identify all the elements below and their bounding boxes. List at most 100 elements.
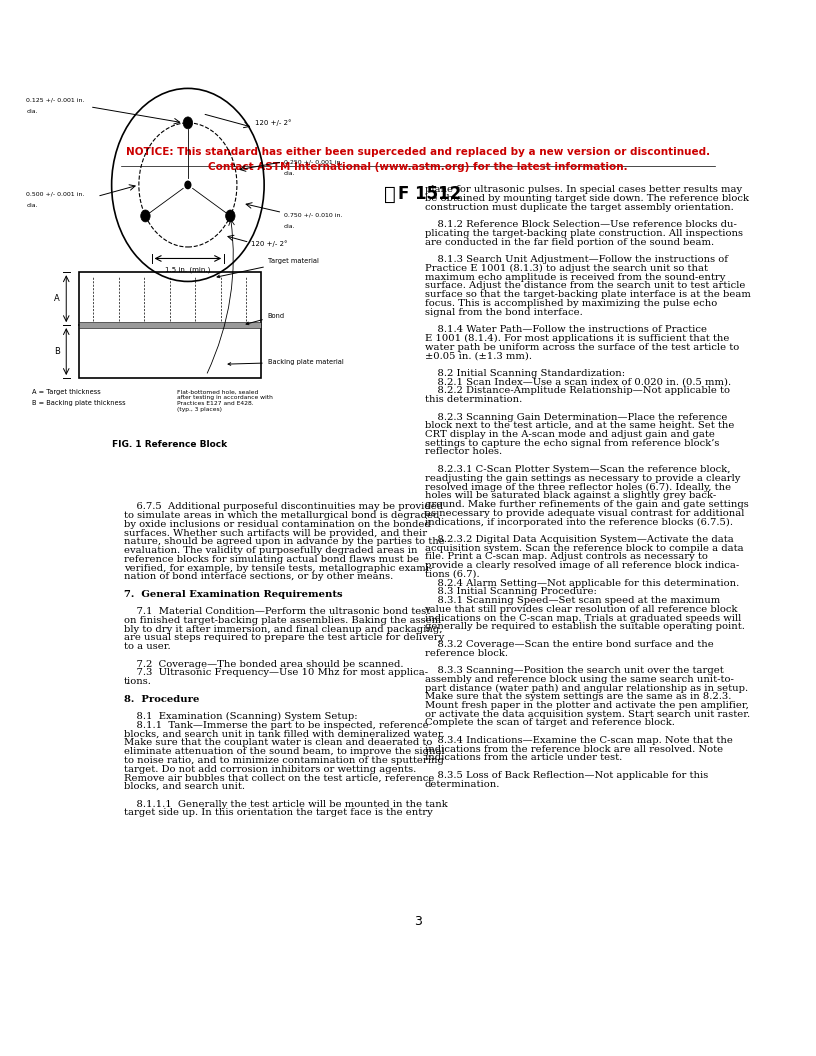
- Text: A = Target thickness: A = Target thickness: [32, 390, 100, 396]
- Text: Backing plate material: Backing plate material: [228, 359, 344, 365]
- Text: dia.: dia.: [26, 204, 38, 208]
- Text: 0.750 +/- 0.010 in.: 0.750 +/- 0.010 in.: [284, 212, 343, 218]
- Text: plicating the target-backing plate construction. All inspections: plicating the target-backing plate const…: [424, 229, 743, 238]
- Text: Bond: Bond: [246, 313, 285, 324]
- Text: be obtained by mounting target side down. The reference block: be obtained by mounting target side down…: [424, 194, 748, 203]
- Text: 8.1  Examination (Scanning) System Setup:: 8.1 Examination (Scanning) System Setup:: [124, 712, 357, 721]
- Text: settings to capture the echo signal from reference block’s: settings to capture the echo signal from…: [424, 438, 719, 448]
- Text: are conducted in the far field portion of the sound beam.: are conducted in the far field portion o…: [424, 238, 714, 247]
- Text: Practice E 1001 (8.1.3) to adjust the search unit so that: Practice E 1001 (8.1.3) to adjust the se…: [424, 264, 707, 274]
- Text: block next to the test article, and at the same height. Set the: block next to the test article, and at t…: [424, 421, 734, 430]
- Text: 0.250 +/- 0.001 in.: 0.250 +/- 0.001 in.: [284, 159, 343, 165]
- Text: are usual steps required to prepare the test article for delivery: are usual steps required to prepare the …: [124, 634, 445, 642]
- Text: reference blocks for simulating actual bond flaws must be: reference blocks for simulating actual b…: [124, 554, 419, 564]
- Text: as necessary to provide adequate visual contrast for additional: as necessary to provide adequate visual …: [424, 509, 744, 517]
- Text: determination.: determination.: [424, 779, 500, 789]
- Text: 8.2.3.2 Digital Data Acquisition System—Activate the data: 8.2.3.2 Digital Data Acquisition System—…: [424, 535, 734, 544]
- Text: provide a clearly resolved image of all reference block indica-: provide a clearly resolved image of all …: [424, 561, 738, 570]
- Text: 8.2.3 Scanning Gain Determination—Place the reference: 8.2.3 Scanning Gain Determination—Place …: [424, 413, 727, 421]
- Text: bly to dry it after immersion, and final cleanup and packaging,: bly to dry it after immersion, and final…: [124, 625, 442, 634]
- Text: 120 +/- 2°: 120 +/- 2°: [251, 241, 288, 247]
- Text: 3: 3: [415, 916, 422, 928]
- Text: plane for ultrasonic pulses. In special cases better results may: plane for ultrasonic pulses. In special …: [424, 185, 742, 194]
- Text: 0.125 +/- 0.001 in.: 0.125 +/- 0.001 in.: [26, 97, 85, 102]
- Text: 8.3.5 Loss of Back Reflection—Not applicable for this: 8.3.5 Loss of Back Reflection—Not applic…: [424, 771, 707, 780]
- Text: target. Do not add corrosion inhibitors or wetting agents.: target. Do not add corrosion inhibitors …: [124, 765, 416, 774]
- Text: 8.1.1.1  Generally the test article will be mounted in the tank: 8.1.1.1 Generally the test article will …: [124, 799, 448, 809]
- Text: 8.2.1 Scan Index—Use a scan index of 0.020 in. (0.5 mm).: 8.2.1 Scan Index—Use a scan index of 0.0…: [424, 378, 730, 386]
- Text: maximum echo amplitude is received from the sound-entry: maximum echo amplitude is received from …: [424, 272, 725, 282]
- Text: acquisition system. Scan the reference block to compile a data: acquisition system. Scan the reference b…: [424, 544, 743, 552]
- Text: 8.3.1 Scanning Speed—Set scan speed at the maximum: 8.3.1 Scanning Speed—Set scan speed at t…: [424, 596, 720, 605]
- Text: to a user.: to a user.: [124, 642, 171, 652]
- Text: indications from the article under test.: indications from the article under test.: [424, 753, 622, 762]
- Text: on finished target-backing plate assemblies. Baking the assem-: on finished target-backing plate assembl…: [124, 616, 445, 625]
- Text: Remove air bubbles that collect on the test article, reference: Remove air bubbles that collect on the t…: [124, 773, 434, 782]
- Text: surface so that the target-backing plate interface is at the beam: surface so that the target-backing plate…: [424, 290, 751, 299]
- Text: Make sure that the couplant water is clean and deaerated to: Make sure that the couplant water is cle…: [124, 738, 432, 748]
- Text: Complete the scan of target and reference block.: Complete the scan of target and referenc…: [424, 718, 674, 728]
- Text: 8.2.2 Distance-Amplitude Relationship—Not applicable to: 8.2.2 Distance-Amplitude Relationship—No…: [424, 386, 730, 395]
- Text: 8.3.2 Coverage—Scan the entire bond surface and the: 8.3.2 Coverage—Scan the entire bond surf…: [424, 640, 713, 648]
- Text: file. Print a C-scan map. Adjust controls as necessary to: file. Print a C-scan map. Adjust control…: [424, 552, 707, 562]
- Text: dia.: dia.: [284, 171, 295, 176]
- Text: Contact ASTM International (www.astm.org) for the latest information.: Contact ASTM International (www.astm.org…: [208, 162, 628, 172]
- Text: B: B: [54, 347, 60, 356]
- Text: 8.3.3 Scanning—Position the search unit over the target: 8.3.3 Scanning—Position the search unit …: [424, 666, 723, 675]
- Text: 0.500 +/- 0.001 in.: 0.500 +/- 0.001 in.: [26, 192, 85, 196]
- Text: 8.3.4 Indications—Examine the C-scan map. Note that the: 8.3.4 Indications—Examine the C-scan map…: [424, 736, 733, 744]
- Text: nation of bond interface sections, or by other means.: nation of bond interface sections, or by…: [124, 572, 393, 581]
- Text: 8.2.3.1 C-Scan Plotter System—Scan the reference block,: 8.2.3.1 C-Scan Plotter System—Scan the r…: [424, 465, 730, 474]
- Text: reflector holes.: reflector holes.: [424, 448, 502, 456]
- Text: 120 +/- 2°: 120 +/- 2°: [255, 119, 291, 126]
- Text: Flat-bottomed hole, sealed
after testing in accordance with
Practices E127 and E: Flat-bottomed hole, sealed after testing…: [177, 390, 273, 412]
- Text: 8.1.1  Tank—Immerse the part to be inspected, reference: 8.1.1 Tank—Immerse the part to be inspec…: [124, 721, 428, 730]
- Text: tions.: tions.: [124, 677, 152, 686]
- Text: holes will be saturated black against a slightly grey back-: holes will be saturated black against a …: [424, 491, 716, 501]
- Text: F 1512: F 1512: [398, 185, 461, 203]
- Text: 7.2  Coverage—The bonded area should be scanned.: 7.2 Coverage—The bonded area should be s…: [124, 660, 404, 668]
- Text: by oxide inclusions or residual contamination on the bonded: by oxide inclusions or residual contamin…: [124, 520, 431, 529]
- Text: eliminate attenuation of the sound beam, to improve the signal: eliminate attenuation of the sound beam,…: [124, 748, 445, 756]
- Text: indications from the reference block are all resolved. Note: indications from the reference block are…: [424, 744, 723, 754]
- Text: reference block.: reference block.: [424, 648, 508, 658]
- Circle shape: [225, 210, 235, 222]
- Text: 8.2.4 Alarm Setting—Not applicable for this determination.: 8.2.4 Alarm Setting—Not applicable for t…: [424, 579, 738, 587]
- Text: surface. Adjust the distance from the search unit to test article: surface. Adjust the distance from the se…: [424, 281, 745, 290]
- Text: readjusting the gain settings as necessary to provide a clearly: readjusting the gain settings as necessa…: [424, 474, 740, 483]
- Circle shape: [185, 182, 191, 189]
- Text: E 1001 (8.1.4). For most applications it is sufficient that the: E 1001 (8.1.4). For most applications it…: [424, 334, 729, 343]
- Text: this determination.: this determination.: [424, 395, 521, 404]
- Text: blocks, and search unit in tank filled with demineralized water.: blocks, and search unit in tank filled w…: [124, 730, 445, 738]
- Text: dia.: dia.: [284, 224, 295, 229]
- Text: 8.  Procedure: 8. Procedure: [124, 695, 199, 703]
- Text: B = Backing plate thickness: B = Backing plate thickness: [32, 400, 126, 407]
- Text: 7.  General Examination Requirements: 7. General Examination Requirements: [124, 590, 343, 599]
- Text: 8.1.4 Water Path—Follow the instructions of Practice: 8.1.4 Water Path—Follow the instructions…: [424, 325, 707, 334]
- Text: to simulate areas in which the metallurgical bond is degraded: to simulate areas in which the metallurg…: [124, 511, 440, 521]
- Text: generally be required to establish the suitable operating point.: generally be required to establish the s…: [424, 622, 744, 631]
- Text: NOTICE: This standard has either been superceded and replaced by a new version o: NOTICE: This standard has either been su…: [126, 147, 710, 157]
- Text: dia.: dia.: [26, 109, 38, 114]
- Text: 8.2 Initial Scanning Standardization:: 8.2 Initial Scanning Standardization:: [424, 369, 625, 378]
- Circle shape: [183, 117, 193, 129]
- Text: value that still provides clear resolution of all reference block: value that still provides clear resoluti…: [424, 605, 738, 614]
- Bar: [79, 325, 260, 378]
- Text: FIG. 1 Reference Block: FIG. 1 Reference Block: [112, 440, 228, 449]
- Text: Make sure that the system settings are the same as in 8.2.3.: Make sure that the system settings are t…: [424, 693, 731, 701]
- Text: signal from the bond interface.: signal from the bond interface.: [424, 307, 583, 317]
- Text: Ⓐ: Ⓐ: [384, 185, 396, 204]
- Text: indications, if incorporated into the reference blocks (6.7.5).: indications, if incorporated into the re…: [424, 517, 733, 527]
- Text: 7.3  Ultrasonic Frequency—Use 10 Mhz for most applica-: 7.3 Ultrasonic Frequency—Use 10 Mhz for …: [124, 668, 428, 678]
- Text: evaluation. The validity of purposefully degraded areas in: evaluation. The validity of purposefully…: [124, 546, 418, 555]
- Text: target side up. In this orientation the target face is the entry: target side up. In this orientation the …: [124, 808, 432, 817]
- Text: 8.1.2 Reference Block Selection—Use reference blocks du-: 8.1.2 Reference Block Selection—Use refe…: [424, 221, 736, 229]
- Text: construction must duplicate the target assembly orientation.: construction must duplicate the target a…: [424, 203, 734, 212]
- Circle shape: [140, 210, 150, 222]
- Text: 8.3 Initial Scanning Procedure:: 8.3 Initial Scanning Procedure:: [424, 587, 596, 597]
- Text: 8.1.3 Search Unit Adjustment—Follow the instructions of: 8.1.3 Search Unit Adjustment—Follow the …: [424, 256, 728, 264]
- Text: tions (6.7).: tions (6.7).: [424, 570, 479, 579]
- Text: Mount fresh paper in the plotter and activate the pen amplifier,: Mount fresh paper in the plotter and act…: [424, 701, 748, 710]
- Text: indications on the C-scan map. Trials at graduated speeds will: indications on the C-scan map. Trials at…: [424, 614, 741, 623]
- Text: Target material: Target material: [217, 258, 318, 278]
